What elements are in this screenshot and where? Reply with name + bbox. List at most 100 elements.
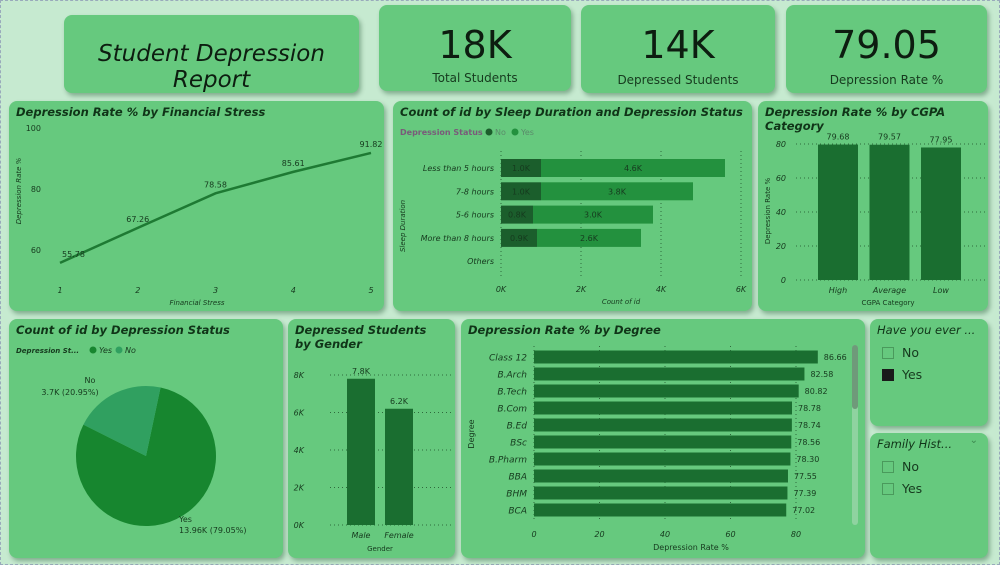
y-axis-title: Depression Rate % bbox=[15, 157, 23, 224]
slicer-option-yes[interactable]: Yes bbox=[882, 367, 922, 382]
kpi-total-students: 18K Total Students bbox=[379, 5, 571, 91]
depression-status-pie-chart[interactable]: Count of id by Depression Status Depressi… bbox=[9, 319, 283, 558]
bar bbox=[921, 147, 961, 280]
y-category-label: B.Com bbox=[497, 405, 527, 415]
y-tick-label: 40 bbox=[776, 208, 786, 217]
x-tick-label: 0K bbox=[496, 285, 507, 294]
financial-stress-line-chart[interactable]: Depression Rate % by Financial Stress 60 8… bbox=[9, 101, 384, 311]
series-line bbox=[59, 151, 372, 265]
bar bbox=[534, 384, 799, 398]
data-label: 78.56 bbox=[797, 438, 820, 447]
bar bbox=[534, 486, 788, 500]
kpi-depressed-students: 14K Depressed Students bbox=[581, 5, 775, 93]
kpi-value: 14K bbox=[641, 23, 715, 67]
kpi-value: 18K bbox=[438, 23, 512, 67]
bar bbox=[534, 367, 805, 381]
x-tick-label: 20 bbox=[594, 530, 604, 539]
checkbox-checked[interactable] bbox=[882, 368, 894, 381]
y-category-label: More than 8 hours bbox=[421, 234, 494, 243]
cgpa-bar-chart[interactable]: Depression Rate % by CGPA Category 0 20 40 6… bbox=[758, 101, 988, 311]
slicer-option-no[interactable]: No bbox=[882, 459, 919, 474]
y-tick-label: 0 bbox=[781, 276, 786, 285]
chart-title: Depression Rate % by CGPA Category bbox=[765, 105, 946, 133]
kpi-label: Depression Rate % bbox=[829, 73, 944, 87]
data-label: 79.68 bbox=[827, 133, 850, 142]
y-tick-label: 6K bbox=[294, 409, 305, 418]
y-category-label: BBA bbox=[508, 473, 527, 483]
y-axis-title: Sleep Duration bbox=[399, 200, 407, 252]
y-category-label: B.Pharm bbox=[489, 456, 527, 466]
legend-label-no: No bbox=[495, 128, 506, 137]
x-category-label: Low bbox=[933, 286, 949, 295]
slicer-have-you-ever[interactable]: Have you ever ... No Yes bbox=[870, 319, 988, 426]
slice-label-value: 3.7K (20.95%) bbox=[41, 388, 98, 397]
bar-segment-yes bbox=[533, 205, 653, 224]
kpi-value: 79.05 bbox=[832, 23, 941, 67]
y-axis-title: Degree bbox=[467, 419, 476, 448]
slicer-family-history[interactable]: Family Hist... ⌄ No Yes bbox=[870, 433, 988, 558]
data-label: 78.58 bbox=[204, 180, 227, 189]
data-label: 91.82 bbox=[360, 140, 383, 149]
bar-segment-yes bbox=[541, 182, 693, 201]
y-tick-label: 0K bbox=[294, 521, 305, 530]
y-category-label: BHM bbox=[506, 490, 527, 500]
legend-label-no: No bbox=[125, 346, 136, 355]
gender-bar-chart[interactable]: Depressed Students by Gender 0K 2K 4K 6K 8K 7.… bbox=[288, 319, 455, 558]
y-tick-label: 100 bbox=[26, 124, 41, 133]
slicer-option-no[interactable]: No bbox=[882, 345, 919, 360]
x-tick-label: 1 bbox=[57, 286, 62, 295]
y-tick-label: 20 bbox=[776, 242, 786, 251]
data-label: 4.6K bbox=[624, 164, 643, 173]
x-tick-label: 60 bbox=[725, 530, 735, 539]
pie-slice-yes bbox=[75, 387, 217, 526]
sleep-duration-bar-chart[interactable]: Count of id by Sleep Duration and Depres… bbox=[393, 101, 752, 311]
scrollbar-thumb[interactable] bbox=[852, 345, 858, 409]
y-tick-label: 2K bbox=[294, 484, 305, 493]
slicer-title: Family Hist... bbox=[877, 437, 953, 451]
chevron-down-icon[interactable]: ⌄ bbox=[969, 435, 978, 446]
data-label: 7.8K bbox=[352, 367, 371, 376]
bar-segment-no bbox=[501, 228, 537, 247]
checkbox[interactable] bbox=[882, 346, 894, 359]
slice-label-name: Yes bbox=[178, 515, 192, 524]
checkbox[interactable] bbox=[882, 460, 894, 473]
legend-marker-yes bbox=[89, 346, 97, 354]
data-label: 86.66 bbox=[824, 353, 847, 362]
bar bbox=[534, 503, 787, 517]
y-category-label: 7-8 hours bbox=[456, 187, 494, 196]
legend-label-yes: Yes bbox=[99, 346, 112, 355]
bar bbox=[534, 350, 818, 364]
checkbox[interactable] bbox=[882, 482, 894, 495]
data-label: 77.02 bbox=[792, 506, 815, 515]
data-label: 79.57 bbox=[878, 133, 901, 142]
degree-bar-chart[interactable]: Depression Rate % by Degree 0 20 40 60 80 Clas… bbox=[461, 319, 865, 558]
bar bbox=[534, 452, 791, 466]
bar bbox=[347, 378, 375, 525]
data-label: 3.0K bbox=[584, 211, 603, 220]
scrollbar[interactable] bbox=[852, 345, 858, 525]
chart-title: Depressed Students by Gender bbox=[295, 323, 427, 351]
legend-marker-no bbox=[485, 128, 493, 136]
data-label: 1.0K bbox=[512, 187, 531, 196]
option-label: Yes bbox=[902, 481, 923, 496]
data-label: 80.82 bbox=[805, 387, 828, 396]
y-category-label: BSc bbox=[510, 439, 527, 449]
y-category-label: Class 12 bbox=[489, 354, 527, 364]
data-label: 2.6K bbox=[580, 234, 599, 243]
x-axis-title: CGPA Category bbox=[861, 299, 914, 307]
kpi-label: Depressed Students bbox=[617, 73, 739, 87]
y-tick-label: 80 bbox=[31, 185, 41, 194]
x-tick-label: 2K bbox=[576, 285, 587, 294]
legend-marker-yes bbox=[511, 128, 519, 136]
y-tick-label: 4K bbox=[294, 446, 305, 455]
y-category-label: Less than 5 hours bbox=[423, 164, 494, 173]
x-category-label: Average bbox=[872, 286, 906, 295]
y-tick-label: 8K bbox=[294, 371, 305, 380]
x-tick-label: 80 bbox=[791, 530, 801, 539]
slicer-option-yes[interactable]: Yes bbox=[882, 481, 922, 496]
bar-segment-no bbox=[501, 182, 541, 201]
x-category-label: High bbox=[829, 286, 847, 295]
x-category-label: Female bbox=[384, 531, 413, 540]
data-label: 78.78 bbox=[798, 404, 821, 413]
bar-segment-yes bbox=[541, 159, 725, 177]
